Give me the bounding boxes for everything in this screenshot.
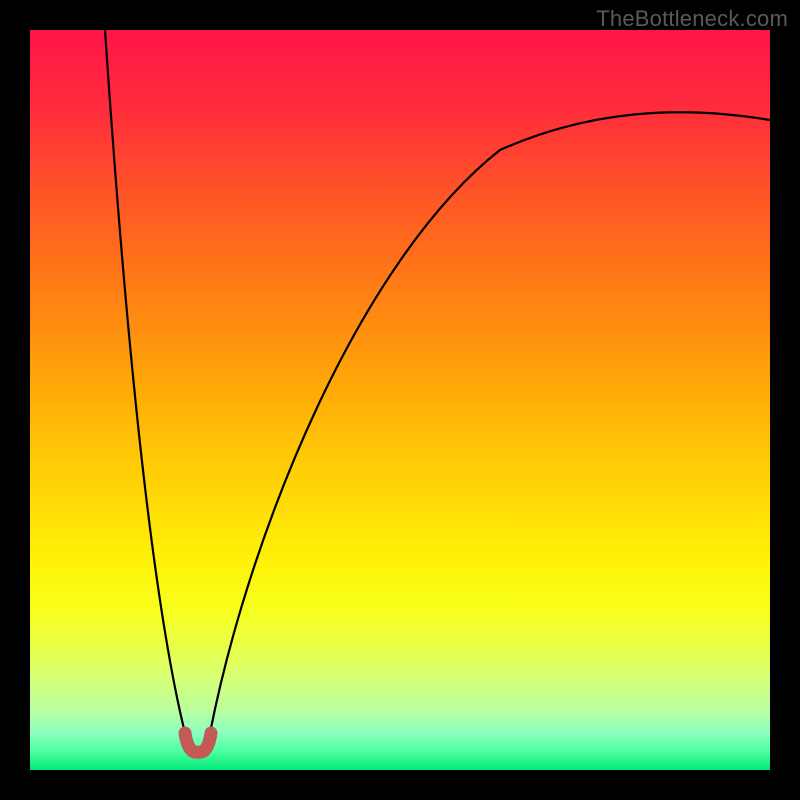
curve-left-branch xyxy=(105,30,185,733)
plot-area xyxy=(30,30,770,770)
curve-layer xyxy=(30,30,770,770)
curve-right-branch xyxy=(210,112,770,733)
vertex-marker xyxy=(185,733,211,752)
chart-container: TheBottleneck.com xyxy=(0,0,800,800)
watermark-text: TheBottleneck.com xyxy=(596,6,788,32)
